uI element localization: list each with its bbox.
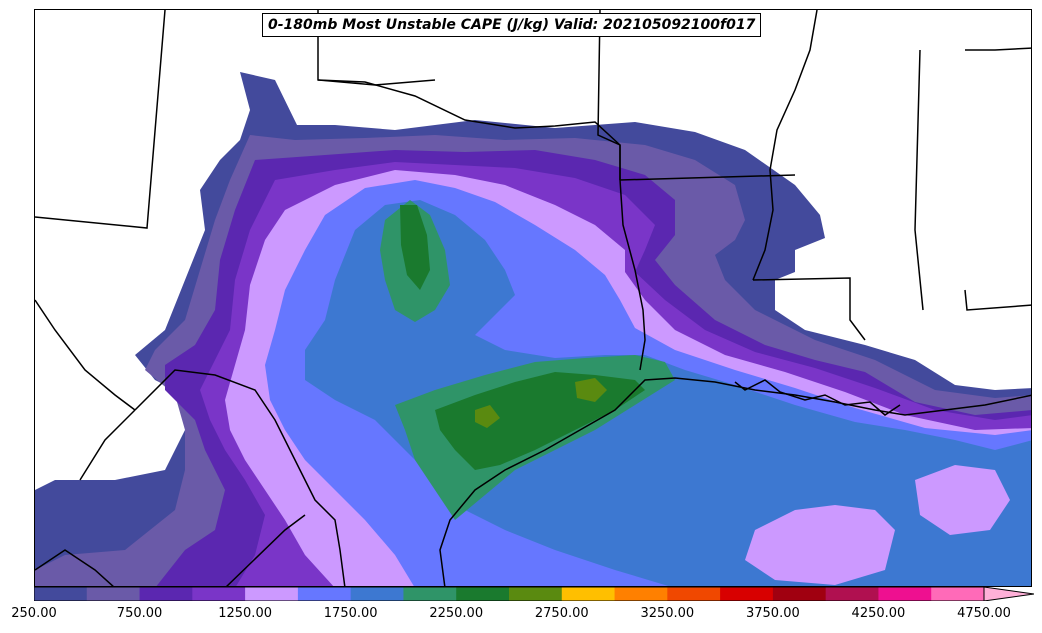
mississippi-alabama-border <box>914 49 924 311</box>
mississippi-river <box>752 10 818 281</box>
state-boundaries <box>35 10 1031 586</box>
coahuila-border <box>79 409 136 481</box>
colorbar-tick-label: 4750.00 <box>957 606 1011 621</box>
colorbar-swatch <box>192 587 246 601</box>
colorbar-swatch <box>772 587 827 601</box>
colorbar-swatch <box>139 587 193 601</box>
map-title: 0-180mb Most Unstable CAPE (J/kg) Valid:… <box>262 13 762 37</box>
colorbar-tick-label: 2750.00 <box>534 606 589 621</box>
colorbar-swatch <box>667 587 721 601</box>
cape-2250-region <box>400 205 645 470</box>
colorbar <box>34 587 1034 601</box>
colorbar-tick-label: 750.00 <box>116 606 163 621</box>
colorbar-tick-label: 3250.00 <box>640 606 695 621</box>
colorado-nm-border <box>35 10 166 229</box>
alabama-georgia-border <box>964 289 1031 311</box>
rio-grande <box>134 369 346 586</box>
louisiana-coast-detail <box>734 379 901 416</box>
colorbar-swatch <box>720 587 774 601</box>
colorbar-tick-label: 2250.00 <box>429 606 484 621</box>
cape-2500-region <box>475 378 607 428</box>
texas-gulf-coast <box>439 377 1031 586</box>
georgia-coast <box>965 47 1031 51</box>
colorbar-swatch <box>456 587 510 601</box>
cape-filled-contours <box>35 72 1031 586</box>
colorbar-tick-label: 1250.00 <box>218 606 272 621</box>
colorbar-swatch <box>825 587 879 601</box>
colorbar-tick-label: 1750.00 <box>323 606 378 621</box>
colorbar-swatch <box>245 587 299 601</box>
colorbar-swatch <box>403 587 457 601</box>
colorbar-swatch <box>34 587 88 601</box>
cape-1250-gulf-patch-2 <box>915 465 1010 535</box>
colorbar-swatch <box>509 587 563 601</box>
colorbar-tick-label: 4250.00 <box>851 606 906 621</box>
mexico-border-west <box>35 549 114 586</box>
nuevo-leon-border <box>225 514 306 586</box>
arkansas-la-border <box>619 174 796 181</box>
oklahoma-panhandle-border <box>317 10 436 86</box>
louisiana-mississippi-border <box>752 277 866 341</box>
new-mexico-texas-border <box>35 299 136 411</box>
colorbar-swatch <box>931 587 985 601</box>
colorbar-tick-label: 3750.00 <box>745 606 800 621</box>
colorbar-swatch <box>297 587 352 601</box>
texas-oklahoma-border <box>317 79 621 146</box>
colorbar-swatch <box>878 587 932 601</box>
colorbar-tick-label: 250.00 <box>11 606 57 621</box>
texas-louisiana-border <box>619 145 646 371</box>
colorbar-swatch <box>350 587 404 601</box>
cape-1250-gulf-patch <box>745 505 895 585</box>
colorbar-outline <box>34 587 985 601</box>
colorbar-swatch <box>614 587 668 601</box>
colorbar-extend-max-arrow <box>983 587 1034 601</box>
colorbar-swatch <box>561 587 616 601</box>
colorbar-swatch <box>86 587 141 601</box>
cape-map <box>35 10 1031 586</box>
map-panel <box>34 9 1032 587</box>
